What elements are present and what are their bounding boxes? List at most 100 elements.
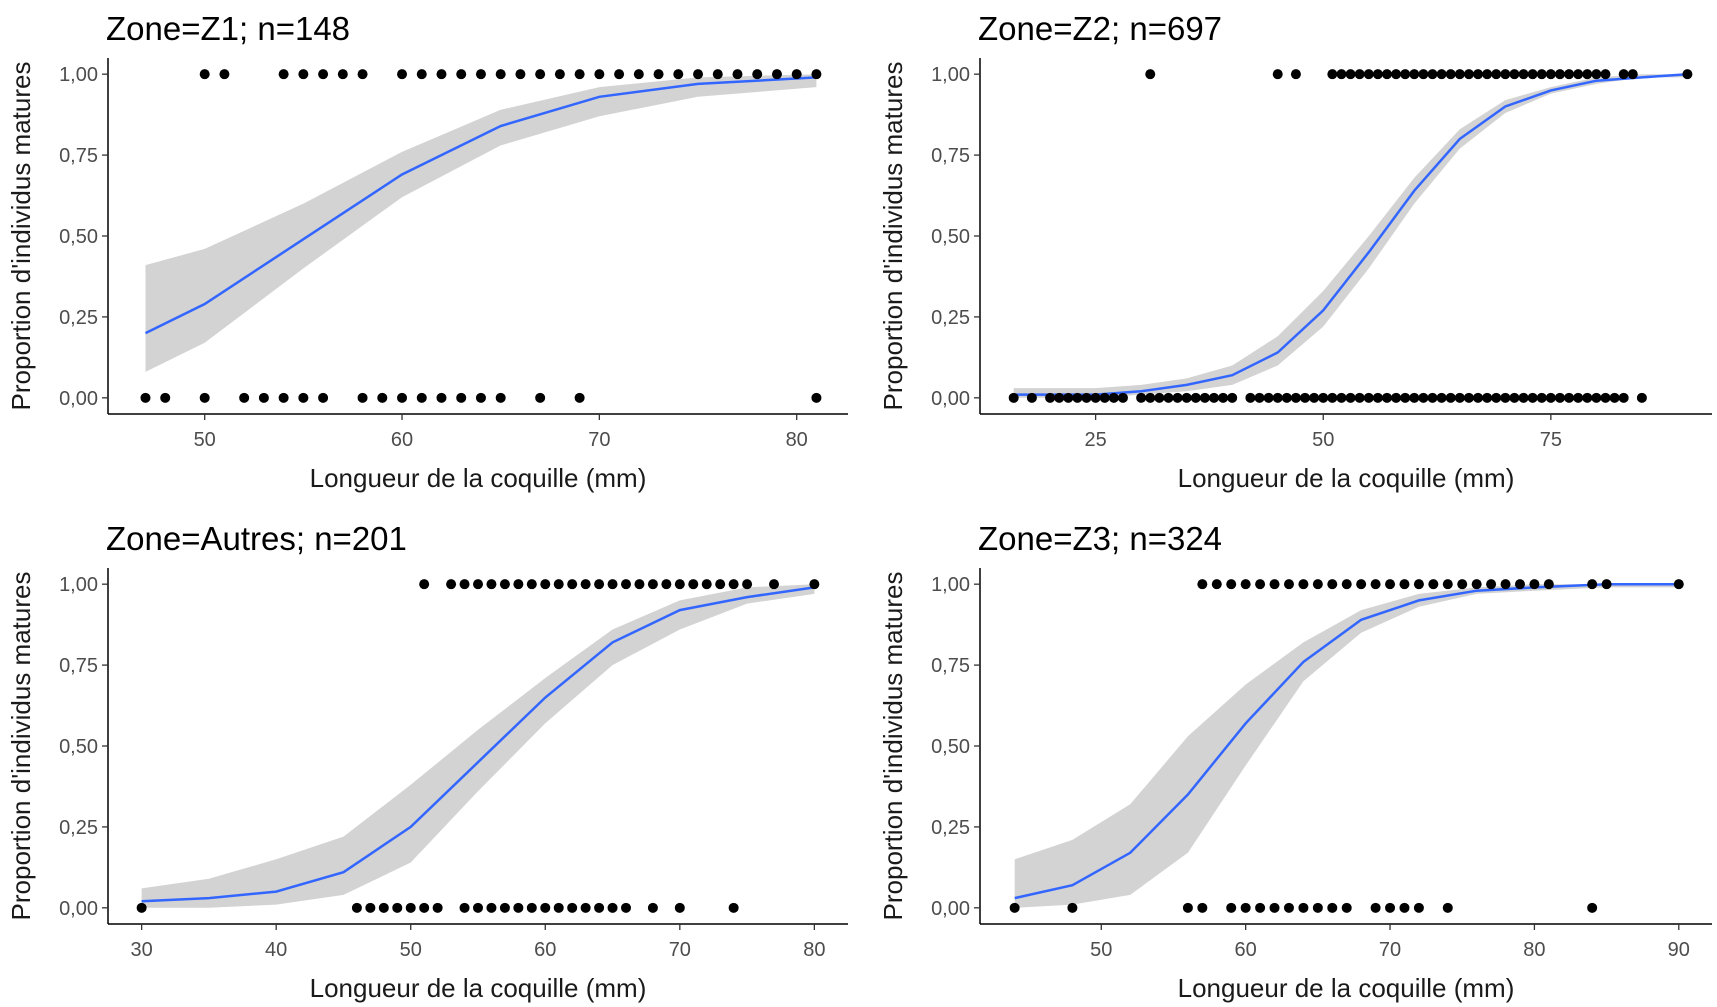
x-tick-label: 60 bbox=[391, 429, 413, 451]
y-tick-label: 0,75 bbox=[931, 655, 970, 677]
point-immature bbox=[1254, 392, 1265, 403]
point-mature bbox=[337, 69, 348, 80]
y-tick-label: 0,50 bbox=[59, 226, 98, 248]
point-immature bbox=[1409, 392, 1420, 403]
point-mature bbox=[1527, 69, 1538, 80]
point-immature bbox=[1445, 392, 1456, 403]
point-mature bbox=[1618, 69, 1629, 80]
point-immature bbox=[1136, 392, 1147, 403]
point-immature bbox=[1067, 902, 1078, 913]
point-mature bbox=[495, 69, 506, 80]
point-immature bbox=[1300, 392, 1311, 403]
point-immature bbox=[574, 392, 585, 403]
point-immature bbox=[1536, 392, 1547, 403]
point-immature bbox=[1463, 392, 1474, 403]
point-immature bbox=[540, 902, 551, 913]
point-mature bbox=[1514, 579, 1525, 590]
point-immature bbox=[1240, 902, 1251, 913]
point-mature bbox=[1372, 69, 1383, 80]
point-immature bbox=[1427, 392, 1438, 403]
point-immature bbox=[1400, 392, 1411, 403]
point-immature bbox=[1385, 902, 1396, 913]
point-mature bbox=[594, 579, 605, 590]
point-immature bbox=[1636, 392, 1647, 403]
y-tick-label: 0,75 bbox=[931, 145, 970, 167]
x-tick-label: 25 bbox=[1085, 429, 1107, 451]
point-immature bbox=[419, 902, 430, 913]
point-immature bbox=[1341, 902, 1352, 913]
x-tick-label: 80 bbox=[1523, 939, 1545, 961]
point-immature bbox=[432, 902, 443, 913]
point-mature bbox=[459, 579, 470, 590]
point-mature bbox=[674, 579, 685, 590]
point-mature bbox=[634, 579, 645, 590]
point-mature bbox=[809, 579, 820, 590]
point-mature bbox=[1345, 69, 1356, 80]
confidence-band bbox=[1014, 584, 1679, 908]
point-mature bbox=[499, 579, 510, 590]
point-immature bbox=[475, 392, 486, 403]
point-immature bbox=[535, 392, 546, 403]
point-mature bbox=[791, 69, 802, 80]
x-tick-label: 80 bbox=[803, 939, 825, 961]
point-mature bbox=[1500, 69, 1511, 80]
point-mature bbox=[769, 579, 779, 590]
point-immature bbox=[1381, 392, 1392, 403]
point-mature bbox=[1409, 69, 1420, 80]
point-mature bbox=[653, 69, 664, 80]
point-immature bbox=[728, 902, 739, 913]
point-mature bbox=[1500, 579, 1511, 590]
point-immature bbox=[473, 902, 483, 913]
point-immature bbox=[1527, 392, 1538, 403]
point-mature bbox=[1428, 579, 1439, 590]
point-immature bbox=[1008, 392, 1019, 403]
x-axis-label: Longueur de la coquille (mm) bbox=[310, 973, 647, 1003]
point-mature bbox=[567, 579, 578, 590]
point-immature bbox=[1436, 392, 1447, 403]
y-tick-label: 1,00 bbox=[59, 574, 98, 596]
point-immature bbox=[239, 392, 250, 403]
point-mature bbox=[1463, 69, 1474, 80]
point-immature bbox=[1072, 392, 1083, 403]
fit-curve bbox=[141, 586, 815, 903]
point-mature bbox=[621, 579, 631, 590]
point-immature bbox=[1283, 902, 1294, 913]
point-immature bbox=[459, 902, 470, 913]
y-tick-label: 1,00 bbox=[931, 64, 970, 86]
point-mature bbox=[1582, 69, 1593, 80]
point-mature bbox=[436, 69, 447, 80]
point-mature bbox=[742, 579, 753, 590]
point-mature bbox=[1591, 69, 1602, 80]
point-mature bbox=[1529, 579, 1540, 590]
x-tick-label: 30 bbox=[131, 939, 153, 961]
x-tick-label: 75 bbox=[1540, 429, 1562, 451]
point-mature bbox=[1509, 69, 1520, 80]
point-immature bbox=[1500, 392, 1511, 403]
point-mature bbox=[1418, 69, 1429, 80]
point-mature bbox=[1486, 579, 1497, 590]
point-mature bbox=[1356, 579, 1367, 590]
point-mature bbox=[318, 69, 329, 80]
point-mature bbox=[693, 69, 704, 80]
point-mature bbox=[1255, 579, 1266, 590]
point-immature bbox=[1370, 902, 1381, 913]
point-immature bbox=[160, 392, 171, 403]
point-immature bbox=[405, 902, 416, 913]
y-tick-label: 1,00 bbox=[931, 574, 970, 596]
point-immature bbox=[1108, 392, 1119, 403]
point-mature bbox=[1381, 69, 1392, 80]
point-mature bbox=[1385, 579, 1396, 590]
point-mature bbox=[574, 69, 585, 80]
point-mature bbox=[473, 579, 483, 590]
y-tick-label: 0,75 bbox=[59, 655, 98, 677]
confidence-band bbox=[141, 584, 815, 908]
point-mature bbox=[1442, 579, 1453, 590]
point-immature bbox=[1413, 902, 1424, 913]
point-immature bbox=[456, 392, 467, 403]
point-immature bbox=[1182, 902, 1193, 913]
fit-curve bbox=[1013, 72, 1688, 396]
x-tick-label: 70 bbox=[588, 429, 610, 451]
panel-title: Zone=Z2; n=697 bbox=[978, 10, 1222, 47]
point-mature bbox=[1145, 69, 1156, 80]
point-mature bbox=[673, 69, 684, 80]
